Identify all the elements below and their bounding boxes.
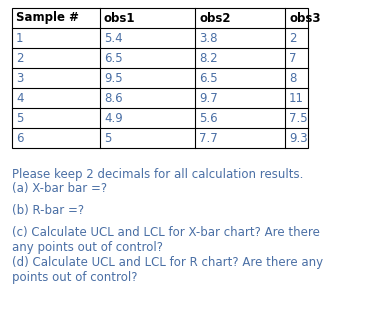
- Text: (c) Calculate UCL and LCL for X-bar chart? Are there
any points out of control?: (c) Calculate UCL and LCL for X-bar char…: [12, 226, 320, 254]
- Text: 2: 2: [289, 32, 296, 45]
- Text: 9.5: 9.5: [104, 71, 123, 84]
- Text: obs1: obs1: [104, 11, 136, 24]
- Text: 6.5: 6.5: [199, 71, 218, 84]
- Text: 7: 7: [289, 52, 296, 65]
- Text: 5.4: 5.4: [104, 32, 123, 45]
- Text: 7.5: 7.5: [289, 111, 308, 125]
- Text: 1: 1: [16, 32, 24, 45]
- Text: Please keep 2 decimals for all calculation results.: Please keep 2 decimals for all calculati…: [12, 168, 303, 181]
- Text: 4.9: 4.9: [104, 111, 123, 125]
- Text: 6.5: 6.5: [104, 52, 123, 65]
- Text: (b) R-bar =?: (b) R-bar =?: [12, 204, 84, 217]
- Text: Sample #: Sample #: [16, 11, 79, 24]
- Text: 11: 11: [289, 92, 304, 105]
- Text: 3: 3: [16, 71, 24, 84]
- Bar: [12, 8, 308, 148]
- Text: 3.8: 3.8: [199, 32, 217, 45]
- Text: 8.6: 8.6: [104, 92, 123, 105]
- Text: 5: 5: [16, 111, 24, 125]
- Text: 9.7: 9.7: [199, 92, 218, 105]
- Text: obs2: obs2: [199, 11, 231, 24]
- Text: 9.3: 9.3: [289, 131, 308, 144]
- Text: (d) Calculate UCL and LCL for R chart? Are there any
points out of control?: (d) Calculate UCL and LCL for R chart? A…: [12, 256, 323, 284]
- Text: 2: 2: [16, 52, 24, 65]
- Text: 5.6: 5.6: [199, 111, 218, 125]
- Text: 6: 6: [16, 131, 24, 144]
- Text: obs3: obs3: [289, 11, 320, 24]
- Text: (a) X-bar bar =?: (a) X-bar bar =?: [12, 182, 107, 195]
- Text: 8: 8: [289, 71, 296, 84]
- Text: 8.2: 8.2: [199, 52, 218, 65]
- Text: 7.7: 7.7: [199, 131, 218, 144]
- Text: 5: 5: [104, 131, 111, 144]
- Text: 4: 4: [16, 92, 24, 105]
